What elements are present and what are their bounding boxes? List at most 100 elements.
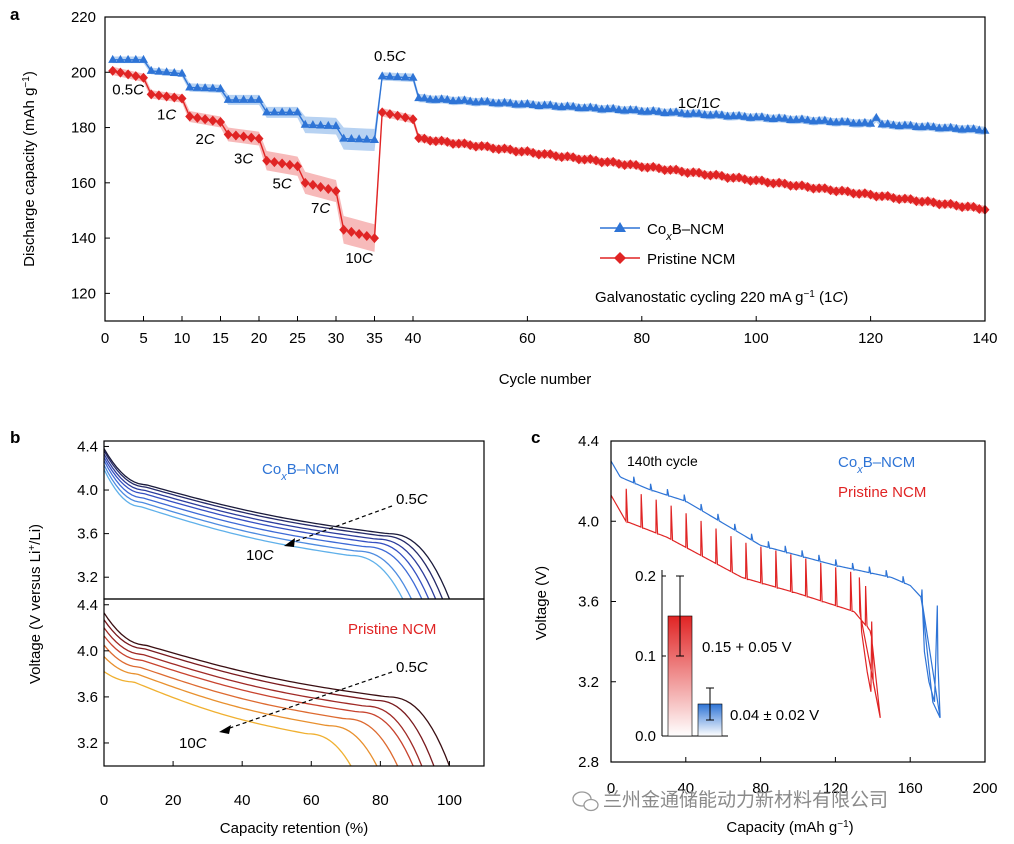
marker-diamond — [393, 110, 403, 121]
marker-diamond — [308, 179, 318, 190]
marker-diamond — [894, 194, 904, 205]
marker-diamond — [660, 165, 670, 176]
marker-triangle — [169, 67, 179, 76]
panel-b-curves — [103, 448, 451, 767]
panel-a-frame — [104, 16, 986, 322]
arrow-end-label-bottom: 10C — [179, 735, 207, 752]
marker-triangle — [963, 124, 973, 133]
marker-triangle — [568, 101, 578, 110]
marker-triangle — [734, 110, 744, 119]
marker-triangle — [192, 82, 202, 91]
watermark-text: 兰州金通储能动力新材料有限公司 — [603, 789, 888, 811]
panel-c-axes: 2.8 3.2 3.6 4.0 4.4 0 40 80 120 160 200 — [578, 433, 997, 797]
rate-value: 1C/1 — [678, 95, 710, 112]
marker-triangle — [551, 101, 561, 110]
marker-triangle — [969, 124, 979, 133]
marker-triangle — [246, 94, 256, 103]
marker-diamond — [431, 136, 441, 147]
panel-a: a 0 5 10 15 20 25 30 35 40 60 80 100 120 140120140160… — [10, 5, 998, 388]
y-tick-label: 4.4 — [77, 438, 98, 455]
marker-diamond — [917, 196, 927, 207]
marker-diamond — [574, 154, 584, 165]
marker-triangle — [346, 133, 356, 142]
marker-diamond — [837, 185, 847, 196]
marker-diamond — [877, 191, 887, 202]
marker-diamond — [454, 138, 464, 149]
marker-triangle — [906, 120, 916, 129]
rate-value: 5 — [273, 175, 281, 192]
rate-label: 0.5C — [374, 48, 406, 65]
marker-diamond — [377, 107, 387, 118]
y-tick-label: 220 — [71, 9, 96, 26]
marker-diamond — [620, 160, 630, 171]
panel-b-label-coxb: CoxB–NCM — [262, 461, 339, 483]
marker-diamond — [540, 148, 550, 159]
marker-diamond — [848, 188, 858, 199]
marker-triangle — [717, 110, 727, 119]
marker-diamond — [648, 161, 658, 172]
marker-diamond — [963, 201, 973, 212]
marker-triangle — [459, 95, 469, 104]
marker-diamond — [177, 93, 187, 104]
curve-1C — [103, 450, 444, 600]
marker-triangle — [631, 105, 641, 114]
marker-triangle — [419, 93, 429, 102]
marker-diamond — [115, 67, 125, 78]
marker-diamond — [162, 91, 172, 102]
marker-diamond — [711, 169, 721, 180]
y-tick-label: 3.6 — [578, 594, 599, 611]
panel-b-arrow-top: 0.5C 10C — [246, 491, 428, 564]
watermark: 兰州金通储能动力新材料有限公司 — [572, 789, 888, 812]
marker-triangle — [688, 108, 698, 117]
marker-triangle — [285, 107, 295, 116]
x-tick-label: 40 — [234, 792, 251, 809]
inset-bar-value-label: 0.15 + 0.05 V — [702, 639, 792, 656]
legend-label-coxb: CoxB–NCM — [647, 221, 724, 243]
marker-diamond — [826, 185, 836, 196]
panel-a-axes: 0 5 10 15 20 25 30 35 40 60 80 100 120 14012014016018… — [71, 9, 998, 347]
x-tick-label: 140 — [972, 330, 997, 347]
marker-triangle — [625, 104, 635, 113]
marker-triangle — [277, 107, 287, 116]
marker-triangle — [826, 116, 836, 125]
marker-diamond — [911, 196, 921, 207]
rate-value: 2 — [196, 131, 204, 148]
rate-value: 3 — [234, 150, 242, 167]
y-tick-label: 4.4 — [578, 433, 599, 450]
arrow-head-top — [284, 538, 295, 547]
rate-label: 1C — [157, 106, 176, 123]
panel-b-frame-bottom — [103, 598, 485, 767]
marker-triangle — [385, 71, 395, 80]
marker-diamond — [200, 114, 210, 125]
marker-triangle — [123, 54, 133, 63]
curve-5C — [103, 460, 423, 600]
marker-triangle — [465, 96, 475, 105]
panel-b-axes: 3.2 3.6 4.0 4.4 3.2 3.6 4.0 4.4 0 20 40 60 80 100 — [77, 438, 462, 809]
y-tick-label: 3.6 — [77, 689, 98, 706]
marker-triangle — [671, 107, 681, 116]
marker-diamond — [488, 143, 498, 154]
marker-triangle — [751, 112, 761, 121]
marker-diamond — [700, 169, 710, 180]
marker-triangle — [154, 66, 164, 75]
marker-diamond — [285, 159, 295, 170]
x-tick-label: 20 — [165, 792, 182, 809]
marker-triangle — [442, 94, 452, 103]
marker-diamond — [339, 224, 349, 235]
marker-triangle — [837, 116, 847, 125]
marker-triangle — [354, 134, 364, 143]
marker-triangle — [239, 94, 249, 103]
rate-value: 7 — [311, 200, 319, 217]
curve-0.5C — [103, 448, 451, 600]
marker-diamond — [637, 162, 647, 173]
marker-diamond — [831, 186, 841, 197]
y-tick-label: 200 — [71, 64, 96, 81]
marker-diamond — [940, 199, 950, 210]
y-tick-label: 4.0 — [578, 513, 599, 530]
marker-triangle — [254, 94, 264, 103]
x-tick-label: 35 — [366, 330, 383, 347]
inset-y-tick-label: 0.0 — [635, 728, 656, 745]
x-tick-label: 80 — [752, 780, 769, 797]
marker-diamond — [723, 172, 733, 183]
